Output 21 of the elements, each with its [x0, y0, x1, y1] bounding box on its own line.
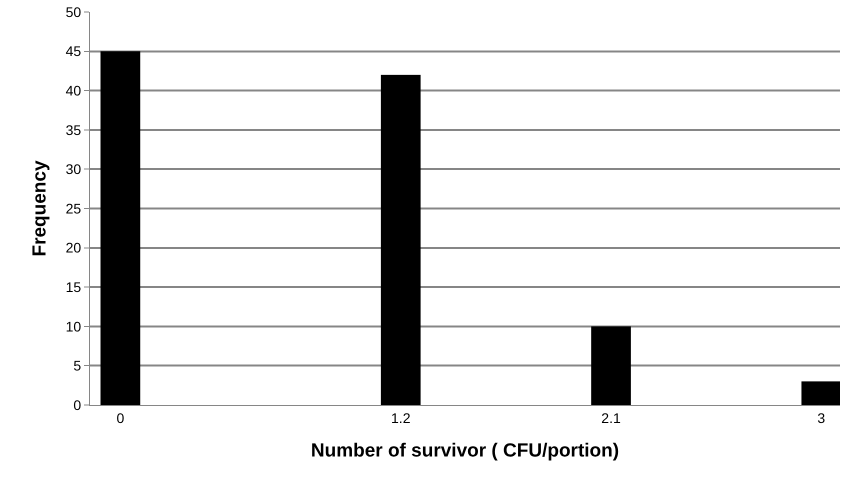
x-tick-label: 3 [817, 410, 826, 426]
x-tick-label: 1.2 [391, 410, 411, 426]
bar [591, 326, 631, 405]
y-tick-label: 30 [66, 161, 82, 178]
y-tick-label: 20 [66, 240, 82, 256]
y-tick-label: 15 [66, 279, 82, 295]
y-tick-label: 0 [73, 396, 82, 413]
y-tick-label: 50 [66, 4, 82, 20]
y-tick-label: 5 [73, 358, 82, 374]
y-tick-label: 25 [66, 200, 82, 216]
bar [100, 51, 140, 405]
y-tick-label: 35 [66, 122, 82, 138]
y-tick-label: 45 [66, 43, 82, 60]
y-tick-label: 10 [66, 318, 82, 334]
x-tick-label: 0 [116, 410, 124, 426]
y-axis-title: Frequency [29, 160, 50, 257]
x-axis-title: Number of survivor ( CFU/portion) [310, 440, 620, 462]
y-tick-label: 40 [66, 82, 82, 98]
bar [801, 381, 840, 405]
x-tick-label: 2.1 [601, 410, 621, 426]
bar [380, 74, 421, 405]
